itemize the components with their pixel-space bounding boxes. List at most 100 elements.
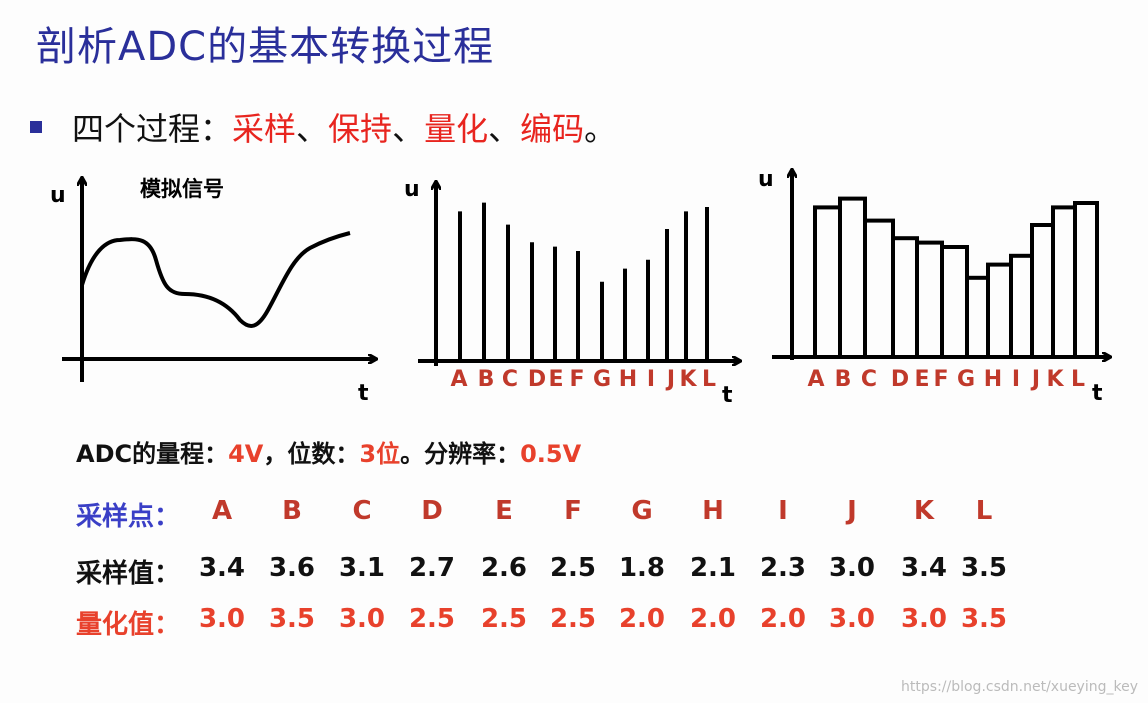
sample-letter: C — [502, 367, 518, 392]
axis-u-label: u — [50, 183, 66, 208]
adc-spec: ADC的量程：4V，位数：3位。分辨率：0.5V — [76, 434, 581, 469]
quantized-value-cell: 2.5 — [480, 604, 528, 634]
sample-letter: A — [450, 367, 467, 392]
sample-point-cell: K — [913, 496, 935, 526]
sample-value-cell: 2.5 — [549, 553, 597, 583]
sample-value-cell: 3.5 — [960, 553, 1008, 583]
hold-step — [863, 218, 895, 359]
hold-letter: G — [957, 367, 975, 392]
bits-label: ，位数： — [263, 440, 360, 468]
quantized-value-cell: 3.5 — [268, 604, 316, 634]
process-bullet: 四个过程：采样、保持、量化、编码。 — [30, 104, 616, 150]
sample-value-cell: 3.1 — [338, 553, 386, 583]
hold-step — [1009, 253, 1034, 359]
process-encoding: 编码 — [520, 110, 585, 148]
sample-letter: I — [647, 367, 655, 392]
hold-step — [1030, 223, 1055, 359]
sample-points-label: 采样点： — [76, 502, 181, 532]
analog-waveform — [80, 231, 351, 328]
sample-point-cell: L — [975, 496, 993, 526]
sample-letter: L — [702, 367, 716, 392]
hold-letter: B — [835, 367, 852, 392]
hold-letter: F — [933, 367, 948, 392]
quantized-value-cell: 2.0 — [618, 604, 666, 634]
resolution-label: 。分辨率： — [400, 440, 521, 468]
sample-values-label: 采样值： — [76, 559, 181, 589]
sample-value-cell: 2.3 — [759, 553, 807, 583]
quantized-values-label: 量化值： — [76, 610, 181, 640]
hold-letter: E — [914, 367, 929, 392]
hold-letter: D — [891, 367, 909, 392]
quantized-value-cell: 3.0 — [828, 604, 876, 634]
sample-letter: B — [478, 367, 495, 392]
sample-value-cell: 2.6 — [480, 553, 528, 583]
quantized-value-cell: 3.0 — [338, 604, 386, 634]
axis-u-label: u — [404, 177, 420, 202]
analog-signal-figure: u t 模拟信号 — [50, 177, 376, 406]
separator: 、 — [296, 110, 329, 148]
hold-letter: I — [1012, 367, 1020, 392]
quantized-value-cell: 2.5 — [549, 604, 597, 634]
axis-t-label: t — [358, 381, 369, 406]
sample-value-cell: 2.7 — [408, 553, 456, 583]
resolution-value: 0.5V — [520, 440, 582, 468]
sample-letter: F — [569, 367, 584, 392]
sample-letter: J — [665, 367, 675, 392]
hold-step — [940, 245, 969, 359]
hold-letter: C — [861, 367, 877, 392]
sample-letter: H — [619, 367, 637, 392]
sample-point-cell: I — [778, 496, 788, 526]
sample-point-cell: H — [702, 496, 724, 526]
axis-u-label: u — [758, 167, 774, 192]
sample-point-cell: F — [564, 496, 582, 526]
quantized-value-cell: 3.5 — [960, 604, 1008, 634]
sample-letter: E — [548, 367, 563, 392]
hold-letter: L — [1071, 367, 1085, 392]
bullet-square-icon — [30, 121, 42, 133]
watermark: https://blog.csdn.net/xueying_key — [901, 679, 1138, 695]
sample-value-cell: 3.0 — [828, 553, 876, 583]
hold-letter: J — [1030, 367, 1040, 392]
hold-letter: H — [984, 367, 1002, 392]
sample-point-cell: E — [495, 496, 513, 526]
sample-letter: K — [679, 367, 697, 392]
sample-point-cell: D — [421, 496, 443, 526]
range-value: 4V — [228, 440, 264, 468]
separator: 、 — [488, 110, 521, 148]
sample-point-cell: A — [211, 496, 233, 526]
process-sampling: 采样 — [232, 110, 297, 148]
sample-impulses — [458, 202, 709, 361]
quantized-value-cell: 3.0 — [900, 604, 948, 634]
sample-point-cell: J — [847, 496, 857, 526]
sample-value-cell: 3.6 — [268, 553, 316, 583]
sample-point-cell: C — [352, 496, 372, 526]
axis-t-label: t — [722, 383, 733, 408]
sample-value-cell: 2.1 — [689, 553, 737, 583]
hold-step — [891, 236, 919, 359]
process-holding: 保持 — [328, 110, 393, 148]
quantized-value-cell: 2.0 — [689, 604, 737, 634]
quantized-value-cell: 3.0 — [198, 604, 246, 634]
period: 。 — [584, 110, 617, 148]
page-title: 剖析ADC的基本转换过程 — [36, 24, 495, 70]
sample-value-cell: 3.4 — [900, 553, 948, 583]
range-label: ADC的量程： — [76, 440, 229, 468]
hold-step — [813, 205, 842, 360]
hold-letter: A — [807, 367, 824, 392]
sample-letter: G — [593, 367, 611, 392]
sample-value-cell: 3.4 — [198, 553, 246, 583]
hold-letter: K — [1046, 367, 1064, 392]
separator: 、 — [392, 110, 425, 148]
sample-letter: D — [528, 367, 546, 392]
quantized-value-cell: 2.5 — [408, 604, 456, 634]
bits-value: 3位 — [359, 440, 401, 468]
hold-step — [965, 275, 990, 359]
hold-step — [1051, 205, 1077, 360]
sample-point-cell: G — [631, 496, 653, 526]
axis-t-label: t — [1092, 381, 1103, 406]
